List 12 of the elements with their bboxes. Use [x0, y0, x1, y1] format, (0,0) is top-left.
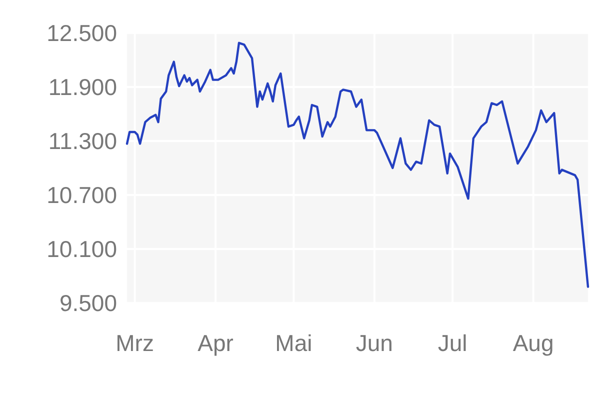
y-tick-label: 11.900 — [48, 74, 117, 100]
y-tick-label: 10.100 — [46, 236, 117, 262]
x-tick-label: Mai — [275, 330, 312, 356]
x-tick-label: Mrz — [116, 330, 154, 356]
y-tick-label: 9.500 — [59, 290, 117, 316]
x-tick-label: Aug — [512, 330, 554, 356]
y-tick-label: 11.300 — [48, 128, 117, 154]
y-tick-label: 10.700 — [46, 182, 117, 208]
x-tick-label: Jun — [356, 330, 393, 356]
x-tick-label: Jul — [438, 330, 468, 356]
x-tick-label: Apr — [198, 330, 234, 356]
y-tick-label: 12.500 — [46, 20, 117, 46]
